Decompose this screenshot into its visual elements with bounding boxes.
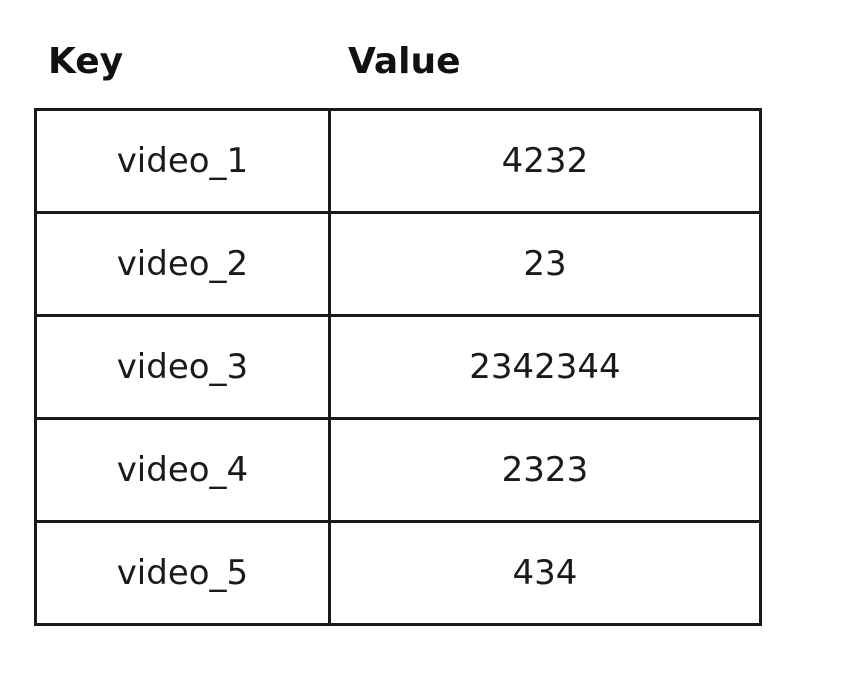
key-cell: video_1 bbox=[34, 108, 331, 214]
table-row: video_5 434 bbox=[34, 520, 763, 626]
table-row: video_2 23 bbox=[34, 211, 763, 317]
key-column-header: Key bbox=[48, 41, 124, 82]
table-row: video_4 2323 bbox=[34, 417, 763, 523]
value-column-header: Value bbox=[348, 41, 461, 82]
key-cell: video_3 bbox=[34, 314, 331, 420]
value-cell: 2342344 bbox=[327, 314, 763, 420]
value-cell: 2323 bbox=[327, 417, 763, 523]
value-cell: 434 bbox=[327, 520, 763, 626]
value-cell: 23 bbox=[327, 211, 763, 317]
key-cell: video_2 bbox=[34, 211, 331, 317]
table-row: video_3 2342344 bbox=[34, 314, 763, 420]
value-cell: 4232 bbox=[327, 108, 763, 214]
table-row: video_1 4232 bbox=[34, 108, 763, 214]
key-cell: video_4 bbox=[34, 417, 331, 523]
key-cell: video_5 bbox=[34, 520, 331, 626]
key-value-table: video_1 4232 video_2 23 video_3 2342344 … bbox=[34, 108, 763, 626]
